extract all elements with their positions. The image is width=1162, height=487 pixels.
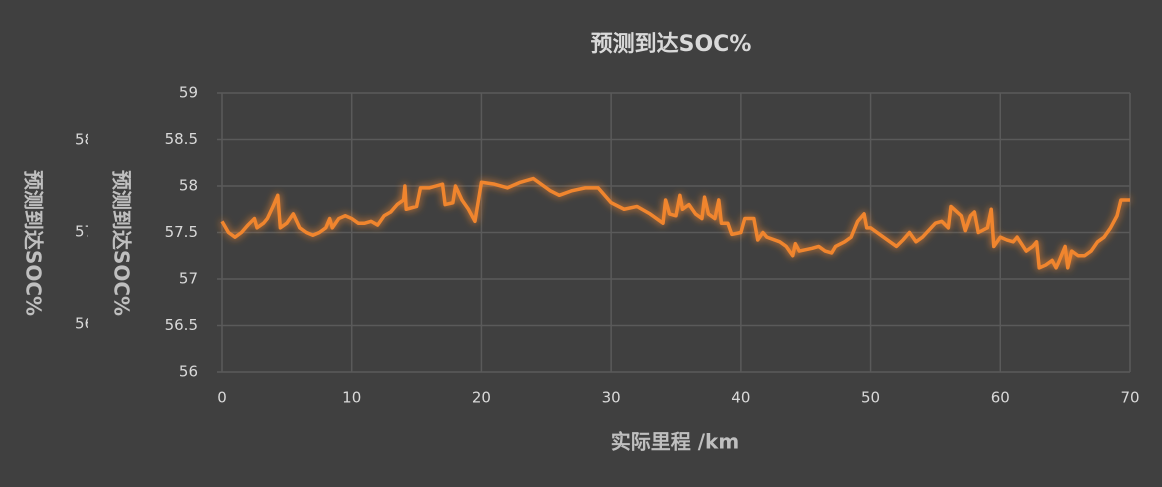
x-tick-label: 10 [342,389,361,407]
line [220,176,1130,270]
y-tick-label: 58.5 [165,130,198,148]
x-tick-label: 40 [731,389,750,407]
background-axis-label: 预测到达SOC% [22,170,46,316]
y-axis-label: 预测到达SOC% [110,170,134,316]
y-tick-label: 56 [179,363,198,381]
x-tick-label: 60 [991,389,1010,407]
background-tick-label: 58 [75,131,94,149]
y-tick-label: 57.5 [165,223,198,241]
y-tick-label: 58 [179,177,198,195]
y-tick-label: 57 [179,270,198,288]
background-axis: 预测到达SOC% 58 57 56 [22,131,94,333]
y-tick-label: 56.5 [165,316,198,334]
x-axis-label: 实际里程 /km [611,430,739,454]
y-tick-label: 59 [179,84,198,102]
x-tick-label: 70 [1120,389,1139,407]
x-tick-label: 50 [861,389,880,407]
x-tick-label: 0 [217,389,227,407]
x-tick-label: 30 [602,389,621,407]
chart-title: 预测到达SOC% [591,32,752,57]
background-tick-label: 57 [75,223,94,241]
background-tick-label: 56 [75,315,94,333]
x-tick-label: 20 [472,389,491,407]
